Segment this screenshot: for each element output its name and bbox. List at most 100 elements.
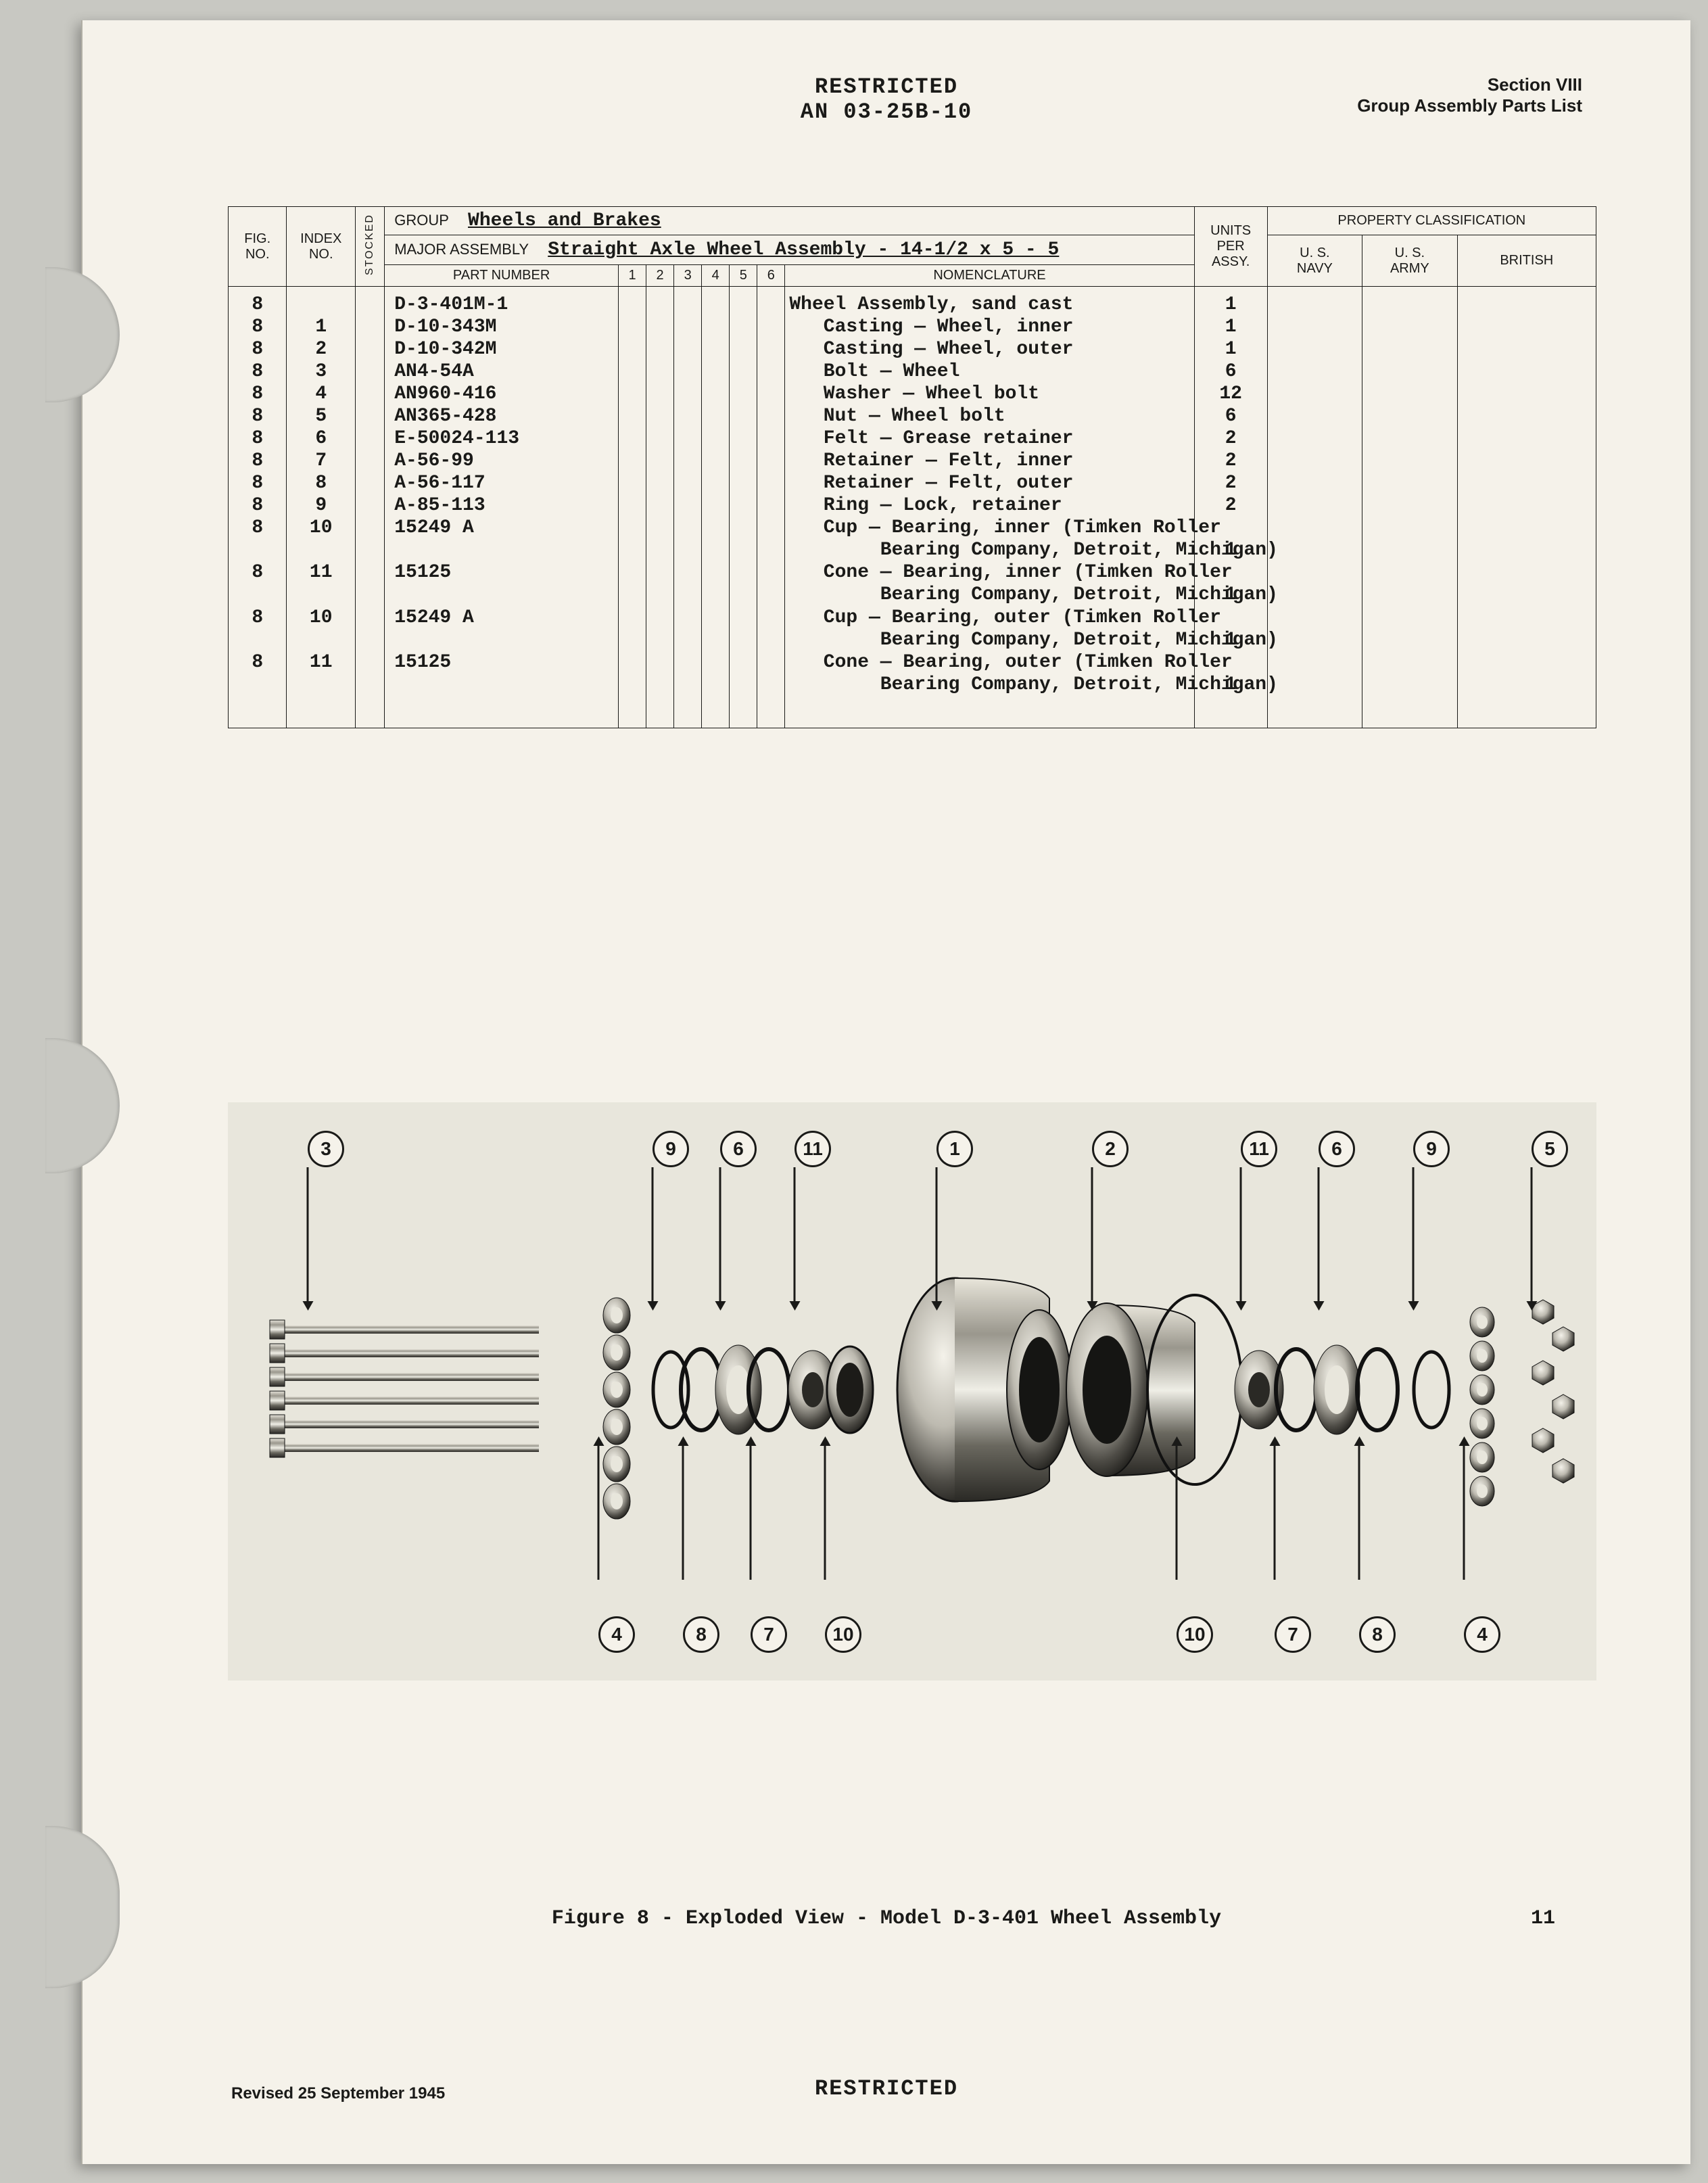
cell-part: E-50024-113 [385,427,619,450]
cell-nomenclature: Casting — Wheel, inner [785,316,1194,338]
cell-tick [757,383,785,405]
cell-fig: 8 [229,383,287,405]
cell-index: 9 [287,494,356,517]
leader-line [719,1167,721,1302]
cell-navy [1267,561,1362,584]
cell-tick [730,427,757,450]
cell-navy [1267,494,1362,517]
cell-tick [730,360,757,383]
cell-army [1362,450,1457,472]
page-number: 11 [1531,1907,1555,1930]
cell-fig: 8 [229,517,287,539]
cell-tick [757,539,785,561]
cell-navy [1267,450,1362,472]
col-property: PROPERTY CLASSIFICATION [1267,207,1596,235]
cell-tick [702,629,730,651]
cell-pad [674,696,702,728]
cell-tick [702,674,730,696]
cell-stocked [356,607,385,629]
table-row: 81015249 A Cup — Bearing, inner (Timken … [229,517,1596,539]
cell-army [1362,674,1457,696]
cell-fig: 8 [229,607,287,629]
cell-tick [619,494,646,517]
cell-british [1457,629,1596,651]
cell-tick [619,539,646,561]
table-row: 81D-10-343M Casting — Wheel, inner1 [229,316,1596,338]
punch-hole [45,1038,120,1173]
nuts [1532,1300,1574,1483]
cell-tick [619,427,646,450]
cell-tick [757,651,785,674]
table-row: 86E-50024-113 Felt — Grease retainer2 [229,427,1596,450]
cell-fig [229,539,287,561]
cell-british [1457,338,1596,360]
cell-fig: 8 [229,494,287,517]
cell-units: 1 [1194,338,1267,360]
cell-tick [757,629,785,651]
table-row: Bearing Company, Detroit, Michigan)1 [229,539,1596,561]
cell-pad [229,696,287,728]
exploded-view-svg [228,1102,1596,1681]
cell-stocked [356,561,385,584]
figure-caption: Figure 8 - Exploded View - Model D-3-401… [82,1907,1690,1930]
cell-part: 15249 A [385,517,619,539]
cell-index: 2 [287,338,356,360]
cell-tick [757,561,785,584]
parts-table-body: 8D-3-401M-1Wheel Assembly, sand cast181D… [229,287,1596,728]
cell-part [385,584,619,606]
cell-tick [702,338,730,360]
cell-tick [757,450,785,472]
col-index: INDEX NO. [287,207,356,287]
cell-tick [619,472,646,494]
rings-right [1235,1345,1449,1434]
classification-label: RESTRICTED [801,74,972,99]
cell-units: 6 [1194,405,1267,427]
cell-nomenclature: Washer — Wheel bolt [785,383,1194,405]
cell-tick [730,629,757,651]
cell-units: 1 [1194,287,1267,316]
cell-tick [619,405,646,427]
cell-fig: 8 [229,316,287,338]
cell-navy [1267,405,1362,427]
leader-line [1274,1445,1276,1580]
cell-navy [1267,517,1362,539]
cell-pad [785,696,1194,728]
cell-tick [702,405,730,427]
cell-tick [730,561,757,584]
callout-circle: 2 [1092,1131,1129,1167]
leader-line [1176,1445,1178,1580]
cell-tick [757,472,785,494]
cell-pad [287,696,356,728]
cell-units: 2 [1194,472,1267,494]
cell-part: 15125 [385,651,619,674]
group-row: GROUP Wheels and Brakes [385,207,1194,235]
cell-navy [1267,316,1362,338]
cell-pad [702,696,730,728]
cell-tick [674,517,702,539]
wheel-outer [1066,1295,1242,1484]
col-british: BRITISH [1457,235,1596,287]
cell-tick [730,405,757,427]
cell-stocked [356,494,385,517]
cell-tick [646,287,674,316]
cell-tick [619,338,646,360]
cell-tick [674,561,702,584]
punch-hole [45,267,120,402]
cell-nomenclature: Cone — Bearing, inner (Timken Roller [785,561,1194,584]
cell-tick [702,450,730,472]
cell-army [1362,287,1457,316]
cell-part: D-10-343M [385,316,619,338]
cell-tick [619,674,646,696]
cell-nomenclature: Bearing Company, Detroit, Michigan) [785,674,1194,696]
cell-army [1362,561,1457,584]
col-army: U. S. ARMY [1362,235,1457,287]
cell-tick [730,472,757,494]
header-right: Section VIII Group Assembly Parts List [1357,74,1582,116]
table-row: 88A-56-117 Retainer — Felt, outer2 [229,472,1596,494]
cell-tick [619,517,646,539]
major-assembly-row: MAJOR ASSEMBLY Straight Axle Wheel Assem… [385,235,1194,265]
cell-index: 3 [287,360,356,383]
cell-tick [757,517,785,539]
cell-stocked [356,472,385,494]
cell-tick [646,316,674,338]
